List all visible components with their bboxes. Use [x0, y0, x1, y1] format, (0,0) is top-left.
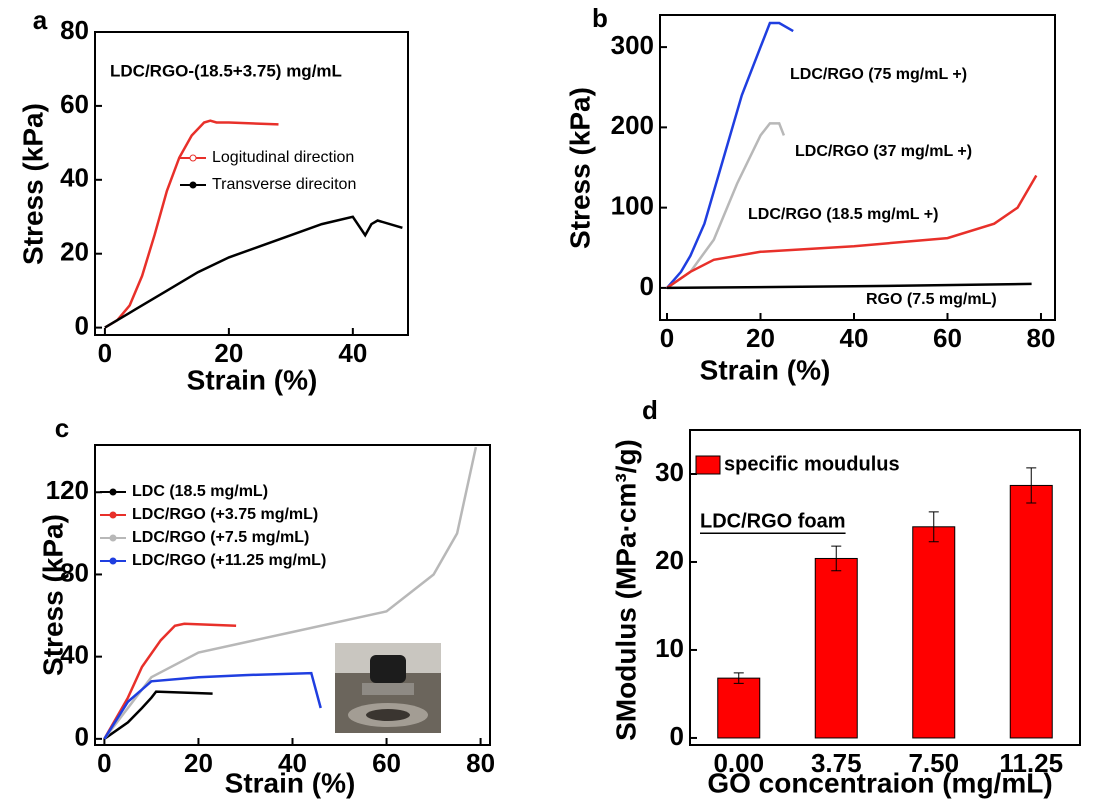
series-line	[103, 622, 237, 740]
x-tick-label: 40	[278, 748, 307, 778]
plot-frame	[689, 429, 1081, 746]
y-tick-label: 0	[75, 722, 89, 752]
y-tick-label: 40	[60, 163, 89, 193]
series-line	[666, 282, 1032, 290]
legend-marker	[109, 511, 117, 519]
legend-marker	[109, 557, 117, 565]
y-tick-label: 20	[60, 237, 89, 267]
series-line	[666, 174, 1038, 289]
y-axis-title: Stress (kPa)	[564, 87, 595, 249]
legend-label: LDC (18.5 mg/mL)	[132, 483, 268, 500]
legend-label: LDC/RGO (+7.5 mg/mL)	[132, 529, 309, 546]
legend-label: Logitudinal direction	[212, 149, 354, 166]
x-tick-label: 80	[1027, 323, 1056, 353]
x-tick-label: 20	[746, 323, 775, 353]
x-tick-label: 60	[372, 748, 401, 778]
error-bar	[928, 511, 939, 543]
series-label: RGO (7.5 mg/mL)	[866, 291, 997, 308]
annotation: LDC/RGO foam	[700, 510, 846, 532]
y-tick-label: 0	[640, 271, 654, 301]
series-line	[103, 690, 213, 740]
plot-frame	[94, 31, 409, 336]
series-line	[104, 119, 279, 329]
x-axis-title: Strain (%)	[187, 364, 318, 395]
legend-label: LDC/RGO (+11.25 mg/mL)	[132, 552, 326, 569]
y-tick-label: 10	[655, 633, 684, 663]
x-tick-label: 0	[97, 748, 111, 778]
annotation: LDC/RGO-(18.5+3.75) mg/mL	[110, 61, 342, 80]
x-tick-label: 3.75	[811, 748, 862, 778]
legend-label: Transverse direciton	[212, 176, 356, 193]
bar	[814, 557, 858, 739]
panel-letter: c	[55, 413, 69, 443]
y-axis-title: SModulus (MPa·cm³/g)	[610, 439, 641, 741]
legend-marker	[109, 534, 117, 542]
bar	[1009, 484, 1053, 739]
panel-letter: b	[592, 3, 608, 33]
legend-marker	[189, 181, 197, 189]
bar	[717, 677, 761, 739]
series-line	[666, 122, 786, 289]
bar	[912, 526, 956, 739]
x-tick-label: 11.25	[999, 748, 1063, 778]
x-tick-label: 60	[933, 323, 962, 353]
y-tick-label: 0	[670, 721, 684, 751]
x-axis-title: Strain (%)	[225, 767, 356, 798]
series-line	[103, 446, 478, 740]
y-tick-label: 60	[60, 89, 89, 119]
x-tick-label: 0.00	[713, 748, 764, 778]
y-tick-label: 300	[611, 30, 654, 60]
y-tick-label: 40	[60, 640, 89, 670]
series-label: LDC/RGO (37 mg/mL +)	[795, 143, 972, 160]
x-tick-label: 20	[184, 748, 213, 778]
panel-letter: a	[33, 5, 48, 35]
error-bar	[831, 545, 842, 572]
y-tick-label: 0	[75, 310, 89, 340]
legend-swatch	[695, 455, 721, 475]
y-tick-label: 20	[655, 545, 684, 575]
x-tick-label: 0	[98, 338, 112, 368]
y-tick-label: 30	[655, 457, 684, 487]
y-tick-label: 80	[60, 15, 89, 45]
y-tick-label: 80	[60, 557, 89, 587]
x-axis-title: Strain (%)	[700, 354, 831, 385]
y-tick-label: 200	[611, 110, 654, 140]
x-tick-label: 20	[214, 338, 243, 368]
inset-photo	[335, 643, 441, 733]
legend-marker	[109, 488, 117, 496]
series-line	[103, 671, 322, 740]
legend-label: LDC/RGO (+3.75 mg/mL)	[132, 506, 318, 523]
series-label: LDC/RGO (75 mg/mL +)	[790, 66, 967, 83]
series-line	[104, 215, 403, 329]
error-bar	[733, 672, 744, 684]
x-tick-label: 80	[466, 748, 495, 778]
series-label: LDC/RGO (18.5 mg/mL +)	[748, 206, 938, 223]
y-tick-label: 100	[611, 191, 654, 221]
series-line	[666, 21, 794, 289]
y-tick-label: 120	[46, 475, 89, 505]
y-axis-title: Stress (kPa)	[37, 514, 68, 676]
error-bar	[1026, 467, 1037, 504]
x-tick-label: 40	[338, 338, 367, 368]
panel-letter: d	[642, 395, 658, 425]
x-axis-title: GO concentraion (mg/mL)	[707, 767, 1052, 798]
legend-label: specific moudulus	[724, 453, 900, 475]
legend-marker	[189, 154, 197, 162]
y-axis-title: Stress (kPa)	[17, 103, 48, 265]
plot-frame	[659, 14, 1056, 321]
x-tick-label: 0	[660, 323, 674, 353]
x-tick-label: 40	[840, 323, 869, 353]
x-tick-label: 7.50	[908, 748, 959, 778]
